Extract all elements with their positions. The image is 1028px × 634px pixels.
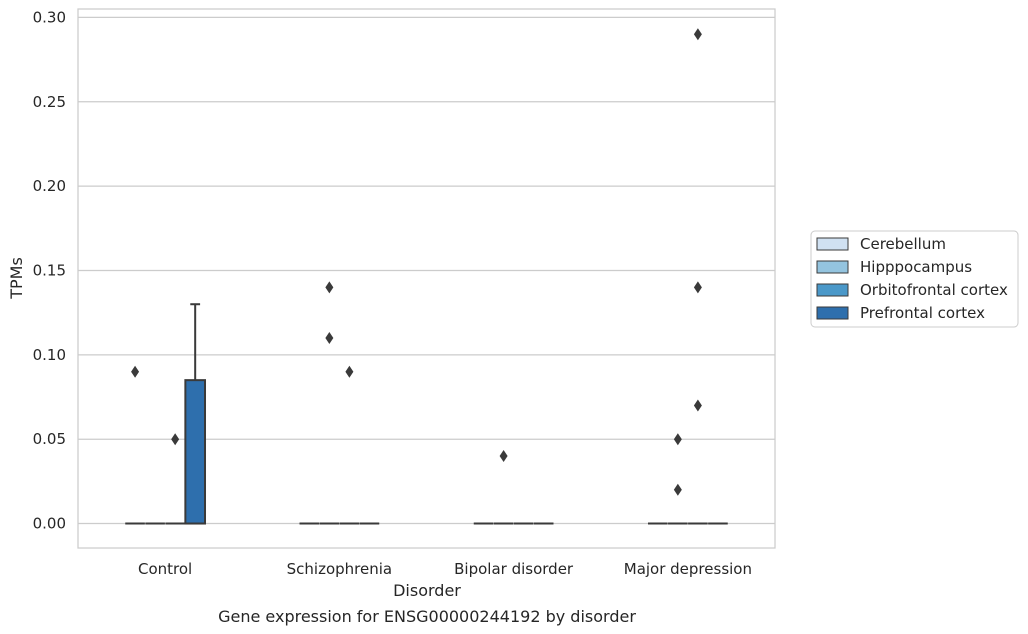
y-tick-labels: 0.00 0.05 0.10 0.15 0.20 0.25 0.30 — [33, 8, 66, 532]
legend-swatch — [816, 260, 849, 274]
legend-items: Cerebellum Hipppocampus Orbitofrontal cort… — [816, 235, 1008, 322]
x-tick-label: Schizophrenia — [287, 560, 392, 578]
box-control-prefrontal-cortex — [184, 303, 207, 525]
y-axis-label: TPMs — [7, 257, 26, 300]
outlier-point — [325, 331, 334, 344]
plot-frame — [77, 8, 776, 549]
outlier-point — [171, 433, 180, 446]
box-body — [184, 379, 207, 525]
box-control-orbitofrontal-cortex — [165, 433, 185, 525]
x-tick-label: Bipolar disorder — [454, 560, 574, 578]
box-schizophrenia-hipppocampus — [319, 281, 340, 525]
outlier-point — [673, 483, 682, 496]
legend-label: Orbitofrontal cortex — [860, 281, 1008, 299]
legend-swatch — [816, 237, 849, 251]
outlier-point — [673, 433, 682, 446]
y-tick-label: 0.10 — [33, 346, 66, 364]
x-axis-label: Disorder — [393, 581, 461, 600]
x-tick-label: Major depression — [624, 560, 752, 578]
y-tick-label: 0.30 — [33, 8, 66, 26]
x-tick-labels: Control Schizophrenia Bipolar disorder Majo… — [138, 560, 752, 578]
outlier-point — [131, 365, 140, 378]
boxes-layer — [125, 28, 728, 525]
plot-area — [78, 9, 775, 548]
legend-swatch — [816, 283, 849, 297]
y-tick-label: 0.20 — [33, 177, 66, 195]
y-tick-label: 0.25 — [33, 93, 66, 111]
box-major-depression-orbitofrontal-cortex — [688, 28, 708, 525]
outlier-point — [499, 450, 508, 463]
legend-frame — [810, 230, 1019, 328]
y-tick-label: 0.05 — [33, 430, 66, 448]
legend-label: Hipppocampus — [860, 258, 972, 276]
box-major-depression-hipppocampus — [668, 433, 688, 525]
y-tick-label: 0.15 — [33, 261, 66, 279]
outlier-point — [325, 281, 334, 294]
outlier-point — [693, 281, 702, 294]
outlier-point — [693, 399, 702, 412]
y-tick-label: 0.00 — [33, 515, 66, 533]
chart-caption: Gene expression for ENSG00000244192 by d… — [218, 607, 636, 626]
legend-swatch — [816, 306, 849, 320]
box-bipolar-disorder-hipppocampus — [493, 450, 514, 525]
box-control-cerebellum — [125, 365, 145, 525]
outlier-point — [693, 28, 702, 41]
legend-label: Prefrontal cortex — [860, 304, 985, 322]
legend-label: Cerebellum — [860, 235, 946, 253]
outlier-point — [345, 365, 354, 378]
box-schizophrenia-orbitofrontal-cortex — [339, 365, 360, 525]
legend: Cerebellum Hipppocampus Orbitofrontal cort… — [810, 230, 1019, 328]
x-tick-label: Control — [138, 560, 192, 578]
